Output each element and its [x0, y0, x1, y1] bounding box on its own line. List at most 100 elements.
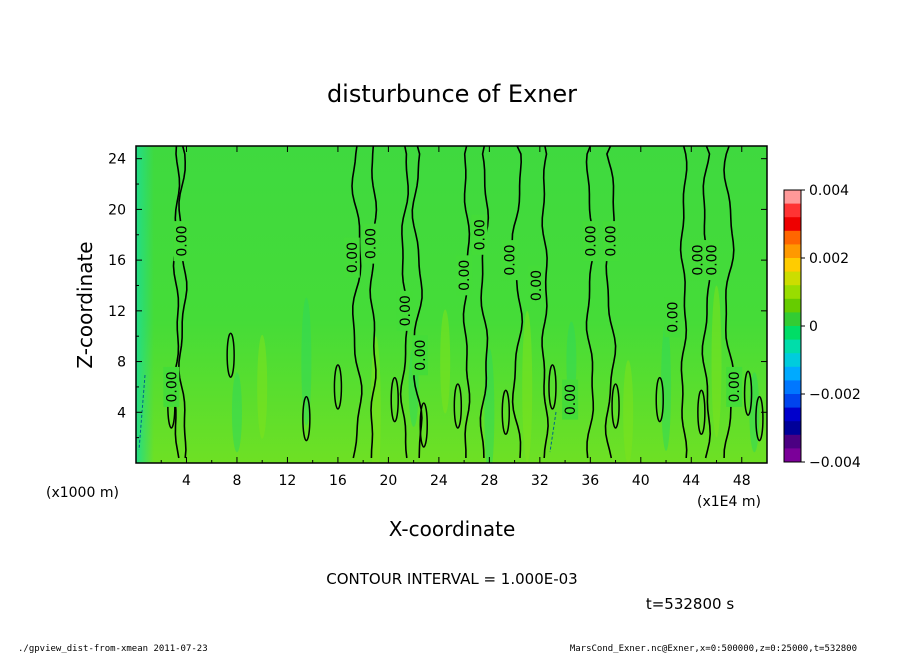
x-tick-label: 20 — [379, 473, 397, 489]
colorbar-tick-label: 0.004 — [809, 183, 849, 199]
contour-label: 0.00 — [364, 228, 380, 259]
zero-contour-line — [479, 146, 490, 459]
zero-contour-line — [411, 146, 423, 459]
contour-label: 0.00 — [398, 295, 414, 326]
contour-label-bg — [528, 265, 545, 306]
y-tick-label: 8 — [117, 355, 126, 371]
contour-label-bg — [163, 366, 180, 407]
contour-label-bg — [703, 240, 720, 281]
x-tick-label: 44 — [682, 473, 700, 489]
colorbar-swatch — [784, 190, 801, 205]
contour-label: 0.00 — [503, 245, 519, 276]
colorbar-swatch — [784, 366, 801, 381]
x-tick-label: 24 — [430, 473, 448, 489]
zero-contour-line — [701, 146, 712, 459]
field-streak — [257, 334, 268, 439]
x-tick-label: 32 — [531, 473, 549, 489]
contour-labels: 0.000.000.00 0.000.000.000.000.000.000.00… — [163, 214, 743, 420]
contour-label-bg — [689, 240, 706, 281]
time-stamp: t=532800 s — [646, 595, 734, 613]
contour-loop — [743, 370, 753, 417]
x-tick-label: 12 — [279, 473, 297, 489]
colorbar-labels: 0.004 0.002 0 −0.002 −0.004 — [801, 183, 861, 471]
colorbar-swatch — [784, 407, 801, 422]
contour-label: 0.00 — [345, 242, 361, 273]
contour-label: 0.00 — [727, 371, 743, 402]
y-tick-label: 20 — [108, 202, 126, 218]
contour-label-bg — [343, 237, 360, 278]
contour-label: 0.00 — [413, 340, 429, 371]
colorbar-swatch — [784, 217, 801, 232]
colorbar-tick-label: 0.002 — [809, 251, 849, 267]
contour-loop — [333, 364, 343, 410]
contour-label: 0.00 — [457, 260, 473, 291]
contour-loop — [755, 395, 764, 442]
contour-loop — [501, 389, 511, 436]
colorbar-swatch — [784, 339, 801, 354]
contour-label-bg — [396, 290, 413, 331]
x-tick-label: 40 — [632, 473, 650, 489]
x-unit-left: (x1000 m) — [46, 485, 119, 501]
field-streak — [623, 360, 634, 463]
contour-label-bg — [471, 214, 488, 255]
contour-loop — [453, 383, 463, 429]
colorbar-swatch — [784, 448, 801, 463]
contour-loop — [611, 383, 620, 429]
x-tick-label: 4 — [182, 473, 191, 489]
x-tick-label: 48 — [733, 473, 751, 489]
contour-loop — [390, 376, 399, 423]
zero-contour-line — [679, 146, 688, 459]
zero-contour-line — [541, 146, 549, 459]
colorbar-tick-label: −0.004 — [809, 455, 861, 471]
contour-label: 0.00 — [665, 302, 681, 333]
x-tick-label: 36 — [581, 473, 599, 489]
colorbar-swatch — [784, 421, 801, 436]
zero-contour-line — [351, 146, 363, 459]
colorbar-swatch — [784, 394, 801, 409]
x-tick-label: 8 — [232, 473, 241, 489]
contour-label-bg — [501, 240, 518, 281]
chart-title: disturbunce of Exner — [327, 80, 577, 108]
contour-interval: CONTOUR INTERVAL = 1.000E-03 — [326, 570, 577, 588]
x-unit-right: (x1E4 m) — [697, 494, 761, 510]
y-tick-label: 12 — [108, 304, 126, 320]
contour-label-bg — [173, 221, 190, 262]
left-edge-shading — [136, 146, 154, 463]
colorbar-swatch — [784, 380, 801, 395]
colorbar-swatch — [784, 434, 801, 449]
colorbar-tick-label: 0 — [809, 319, 818, 335]
colorbar-swatch — [784, 298, 801, 313]
zero-contour-line — [177, 146, 188, 459]
zero-contour-line — [585, 146, 596, 459]
contour-label-bg — [664, 297, 681, 338]
contour-label: 0.00 — [529, 270, 545, 301]
contour-label: 0.00 — [164, 371, 180, 402]
contour-loop — [302, 395, 311, 442]
contour-label-bg — [582, 221, 599, 262]
contour-label-bg — [456, 255, 473, 296]
contour-label: 0.00 — [174, 226, 190, 257]
field-streak — [231, 372, 242, 453]
field-streak — [440, 309, 451, 414]
footer-left: ./gpview_dist-from-xmean 2011-07-23 — [18, 644, 208, 654]
colorbar-swatch — [784, 244, 801, 259]
contour-label: 0.00 — [691, 245, 707, 276]
contour-label: 0.00 — [604, 226, 620, 257]
colorbar-swatch — [784, 230, 801, 245]
zero-contour-line — [604, 146, 617, 459]
contour-label: 0.00 — [563, 384, 579, 415]
y-tick-label: 24 — [108, 152, 126, 168]
colorbar-swatch — [784, 285, 801, 300]
field-streak — [661, 322, 672, 451]
colorbar-swatch — [784, 326, 801, 341]
zero-contours — [167, 146, 764, 459]
plot-frame — [135, 145, 768, 464]
colorbar-swatch — [784, 271, 801, 286]
colorbar — [783, 189, 802, 463]
zero-contour-line — [462, 146, 471, 458]
zero-contour-line — [511, 146, 524, 459]
zero-contour-line — [369, 146, 378, 459]
footer-right: MarsCond_Exner.nc@Exner,x=0:500000,z=0:2… — [570, 644, 857, 654]
x-tick-label: 28 — [480, 473, 498, 489]
field-streak — [370, 336, 381, 463]
